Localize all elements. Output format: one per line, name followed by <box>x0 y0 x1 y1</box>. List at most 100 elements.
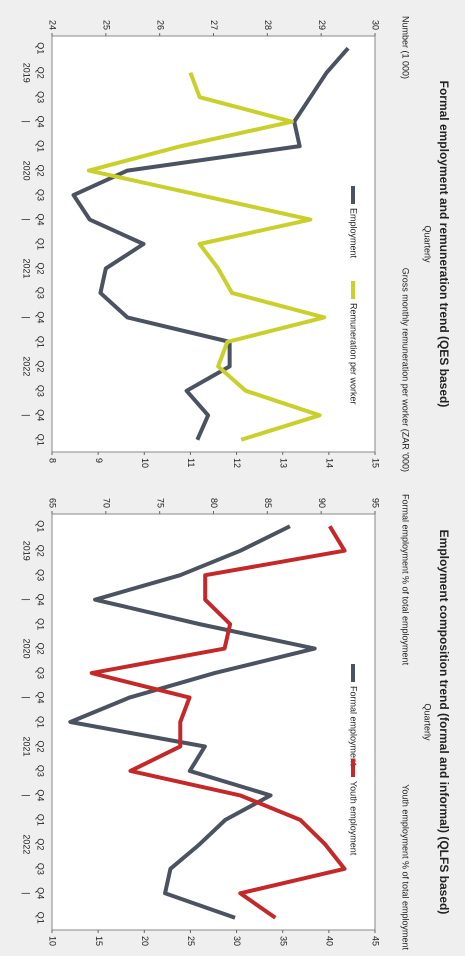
y-tick-label: 24 <box>48 20 58 30</box>
year-label: | <box>22 414 32 416</box>
year-label: | <box>22 218 32 220</box>
year-label: 2020 <box>22 639 32 659</box>
series-line <box>86 72 327 442</box>
x-tick-label: Q1 <box>36 814 46 826</box>
y-tick-label: 30 <box>371 20 381 30</box>
legend-label: Youth employment <box>349 781 359 856</box>
y2-tick-label: 8 <box>48 458 58 463</box>
x-tick-label: Q3 <box>36 91 46 103</box>
y-tick-label: 75 <box>155 498 165 508</box>
year-label: 2021 <box>22 736 32 756</box>
legend-label: Employment <box>349 208 359 259</box>
year-label: | <box>22 598 32 600</box>
y2-axis-label: Gross monthly remuneration per worker (Z… <box>401 268 411 472</box>
series-line <box>71 46 350 441</box>
y-tick-label: 90 <box>317 498 327 508</box>
y-tick-label: 85 <box>263 498 273 508</box>
y-tick-label: 70 <box>101 498 111 508</box>
y2-tick-label: 30 <box>232 936 242 946</box>
legend-label: Formal employment <box>349 686 359 766</box>
x-tick-label: Q2 <box>36 740 46 752</box>
x-tick-label: Q2 <box>36 165 46 177</box>
y2-tick-label: 12 <box>232 458 242 468</box>
legend-label: Remuneration per worker <box>349 303 359 405</box>
series-line <box>89 525 347 920</box>
y2-tick-label: 15 <box>371 458 381 468</box>
year-label: 2019 <box>22 541 32 561</box>
y2-tick-label: 40 <box>324 936 334 946</box>
chart-title: Formal employment and remuneration trend… <box>437 81 451 408</box>
x-tick-label: Q3 <box>36 667 46 679</box>
x-tick-label: Q3 <box>36 863 46 875</box>
year-label: | <box>22 316 32 318</box>
x-tick-label: Q2 <box>36 545 46 557</box>
plot-area <box>51 513 376 931</box>
x-tick-label: Q1 <box>36 716 46 728</box>
x-tick-label: Q2 <box>36 643 46 655</box>
x-tick-label: Q1 <box>36 336 46 348</box>
x-tick-label: Q2 <box>36 262 46 274</box>
y2-tick-label: 13 <box>278 458 288 468</box>
x-tick-label: Q1 <box>36 912 46 924</box>
y-tick-label: 65 <box>48 498 58 508</box>
y2-tick-label: 10 <box>48 936 58 946</box>
year-label: | <box>22 696 32 698</box>
year-label: 2019 <box>22 63 32 83</box>
x-tick-label: Q1 <box>36 520 46 532</box>
y-tick-label: 27 <box>209 20 219 30</box>
x-tick-label: Q4 <box>36 409 46 421</box>
x-tick-label: Q3 <box>36 765 46 777</box>
x-tick-label: Q1 <box>36 434 46 446</box>
y2-tick-label: 20 <box>140 936 150 946</box>
x-tick-label: Q4 <box>36 789 46 801</box>
x-tick-label: Q1 <box>36 140 46 152</box>
y2-tick-label: 25 <box>186 936 196 946</box>
chart-subtitle: Quarterly <box>423 225 433 263</box>
y2-tick-label: 11 <box>186 458 196 467</box>
y-tick-label: 28 <box>263 20 273 30</box>
year-label: 2021 <box>22 258 32 278</box>
year-label: 2020 <box>22 161 32 181</box>
x-tick-label: Q3 <box>36 569 46 581</box>
y2-tick-label: 45 <box>371 936 381 946</box>
y-tick-label: 25 <box>101 20 111 30</box>
y2-axis-label: Youth employment % of total employment <box>401 784 411 950</box>
y-tick-label: 29 <box>317 20 327 30</box>
x-tick-label: Q1 <box>36 238 46 250</box>
y-axis-label: Formal employment % of total employment <box>401 494 411 666</box>
y-tick-label: 80 <box>209 498 219 508</box>
x-tick-label: Q4 <box>36 692 46 704</box>
y2-tick-label: 9 <box>94 458 104 463</box>
x-tick-label: Q3 <box>36 287 46 299</box>
year-label: | <box>22 794 32 796</box>
x-tick-label: Q2 <box>36 360 46 372</box>
x-tick-label: Q1 <box>36 618 46 630</box>
chart-subtitle: Quarterly <box>423 703 433 741</box>
x-tick-label: Q3 <box>36 189 46 201</box>
year-label: 2022 <box>22 356 32 376</box>
x-tick-label: Q4 <box>36 887 46 899</box>
y2-tick-label: 35 <box>278 936 288 946</box>
year-label: | <box>22 120 32 122</box>
x-tick-label: Q2 <box>36 838 46 850</box>
year-label: 2022 <box>22 834 32 854</box>
chart-title: Employment composition trend (formal and… <box>437 530 451 915</box>
x-tick-label: Q4 <box>36 214 46 226</box>
x-tick-label: Q3 <box>36 385 46 397</box>
x-tick-label: Q2 <box>36 67 46 79</box>
x-tick-label: Q4 <box>36 311 46 323</box>
y-tick-label: 26 <box>155 20 165 30</box>
y2-tick-label: 15 <box>94 936 104 946</box>
y-axis-label: Number (1 000) <box>401 16 411 79</box>
x-tick-label: Q4 <box>36 116 46 128</box>
y2-tick-label: 14 <box>324 458 334 468</box>
year-label: | <box>22 892 32 894</box>
x-tick-label: Q1 <box>36 42 46 54</box>
plot-area <box>51 35 376 453</box>
x-tick-label: Q4 <box>36 594 46 606</box>
series-line <box>68 524 317 920</box>
y2-tick-label: 10 <box>140 458 150 468</box>
